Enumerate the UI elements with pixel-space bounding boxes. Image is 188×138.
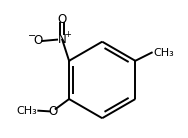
Text: O: O (48, 105, 57, 118)
Text: CH₃: CH₃ (16, 106, 37, 116)
Text: +: + (64, 30, 71, 39)
Text: O: O (58, 13, 67, 26)
Text: N: N (58, 33, 67, 46)
Text: O: O (34, 34, 43, 47)
Text: −: − (28, 31, 36, 41)
Text: CH₃: CH₃ (154, 48, 174, 58)
